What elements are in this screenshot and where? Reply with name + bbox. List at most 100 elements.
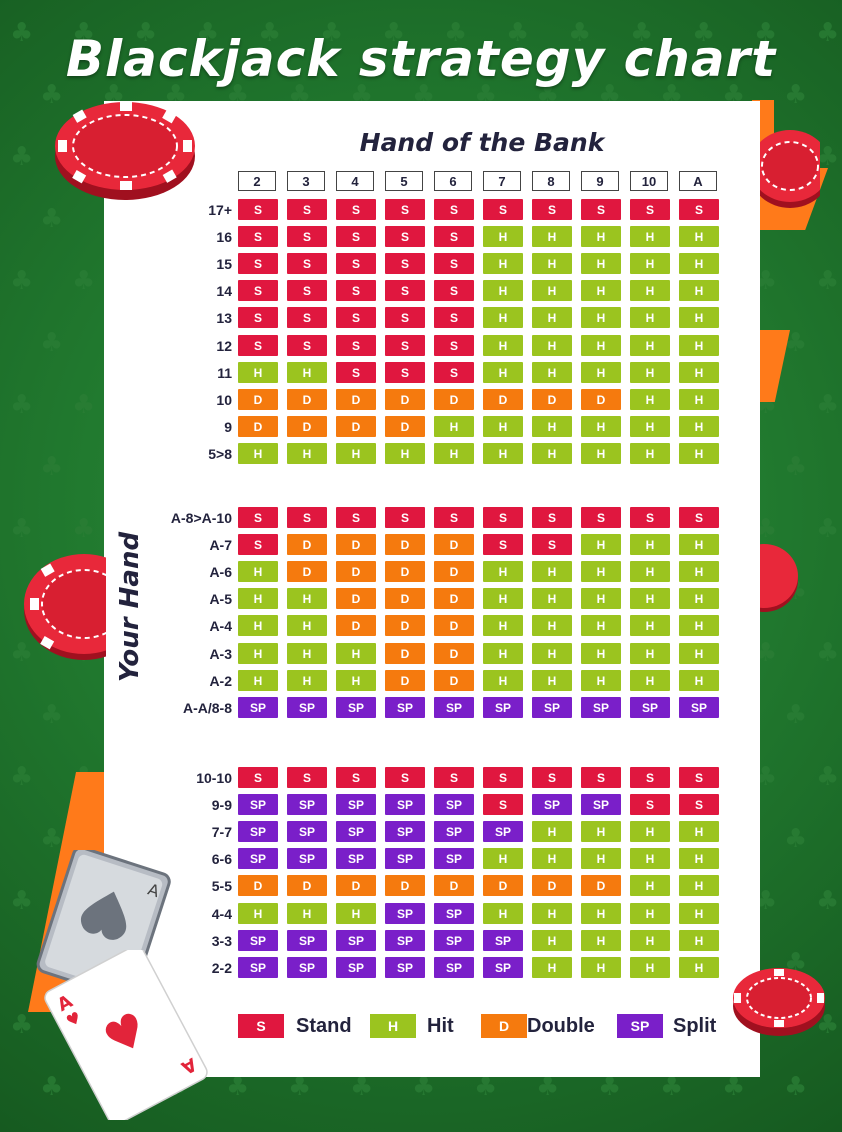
club-suit-icon: ♣ — [10, 390, 34, 420]
club-suit-icon: ♣ — [134, 18, 158, 48]
strategy-cell: H — [679, 643, 719, 664]
club-suit-icon: ♣ — [816, 1010, 840, 1040]
strategy-cell: SP — [336, 848, 376, 869]
strategy-cell: H — [581, 253, 621, 274]
club-suit-icon: ♣ — [816, 18, 840, 48]
strategy-cell: SP — [385, 930, 425, 951]
strategy-cell: SP — [238, 848, 278, 869]
strategy-cell: H — [532, 226, 572, 247]
strategy-cell: H — [679, 226, 719, 247]
strategy-cell: S — [287, 280, 327, 301]
strategy-cell: S — [287, 226, 327, 247]
strategy-cell: SP — [238, 930, 278, 951]
strategy-cell: H — [483, 903, 523, 924]
strategy-cell: SP — [238, 697, 278, 718]
strategy-cell: S — [434, 307, 474, 328]
strategy-cell: SP — [434, 903, 474, 924]
row-label: A-A/8-8 — [182, 699, 232, 716]
strategy-cell: D — [287, 534, 327, 555]
row-label: A-4 — [209, 617, 232, 634]
strategy-cell: H — [679, 615, 719, 636]
club-suit-icon: ♣ — [816, 514, 840, 544]
strategy-cell: H — [679, 821, 719, 842]
strategy-cell: SP — [385, 821, 425, 842]
strategy-cell: H — [581, 930, 621, 951]
strategy-cell: H — [679, 362, 719, 383]
strategy-cell: S — [532, 767, 572, 788]
strategy-cell: D — [385, 561, 425, 582]
strategy-cell: SP — [385, 848, 425, 869]
strategy-cell: D — [336, 561, 376, 582]
strategy-cell: SP — [336, 794, 376, 815]
strategy-cell: H — [679, 335, 719, 356]
club-suit-icon: ♣ — [630, 18, 654, 48]
strategy-cell: S — [385, 199, 425, 220]
strategy-cell: H — [483, 443, 523, 464]
strategy-cell: S — [238, 534, 278, 555]
strategy-cell: S — [630, 199, 670, 220]
strategy-cell: H — [679, 280, 719, 301]
strategy-cell: S — [287, 767, 327, 788]
strategy-cell: S — [434, 280, 474, 301]
club-suit-icon: ♣ — [40, 700, 64, 730]
strategy-cell: D — [336, 416, 376, 437]
row-label: 16 — [216, 228, 232, 245]
strategy-cell: S — [630, 507, 670, 528]
club-suit-icon: ♣ — [382, 18, 406, 48]
strategy-cell: H — [630, 280, 670, 301]
strategy-cell: SP — [532, 697, 572, 718]
club-suit-icon: ♣ — [72, 18, 96, 48]
strategy-cell: S — [679, 794, 719, 815]
strategy-cell: H — [581, 561, 621, 582]
strategy-cell: SP — [630, 697, 670, 718]
club-suit-icon: ♣ — [444, 18, 468, 48]
club-suit-icon: ♣ — [40, 328, 64, 358]
club-suit-icon: ♣ — [568, 18, 592, 48]
strategy-cell: SP — [336, 821, 376, 842]
strategy-cell: SP — [483, 957, 523, 978]
strategy-cell: H — [679, 903, 719, 924]
strategy-cell: SP — [385, 697, 425, 718]
strategy-cell: H — [581, 821, 621, 842]
strategy-cell: H — [630, 307, 670, 328]
club-suit-icon: ♣ — [320, 18, 344, 48]
strategy-cell: H — [581, 643, 621, 664]
strategy-cell: SP — [532, 794, 572, 815]
strategy-cell: H — [483, 335, 523, 356]
strategy-cell: SP — [434, 930, 474, 951]
strategy-cell: H — [630, 362, 670, 383]
poker-chip-icon — [55, 102, 195, 200]
row-label: A-3 — [209, 645, 232, 662]
club-suit-icon: ♣ — [784, 80, 808, 110]
strategy-cell: S — [336, 507, 376, 528]
strategy-cell: S — [532, 199, 572, 220]
strategy-cell: S — [483, 767, 523, 788]
strategy-cell: H — [483, 848, 523, 869]
strategy-cell: H — [581, 443, 621, 464]
club-suit-icon: ♣ — [784, 824, 808, 854]
strategy-cell: H — [238, 362, 278, 383]
page-title: Blackjack strategy chart — [65, 30, 777, 88]
dealer-card-header: 5 — [385, 171, 423, 191]
strategy-cell: SP — [287, 697, 327, 718]
strategy-cell: H — [532, 643, 572, 664]
strategy-cell: SP — [385, 903, 425, 924]
strategy-cell: D — [385, 389, 425, 410]
strategy-cell: S — [287, 307, 327, 328]
strategy-cell: D — [434, 875, 474, 896]
strategy-cell: S — [238, 226, 278, 247]
strategy-cell: S — [532, 507, 572, 528]
strategy-cell: H — [630, 670, 670, 691]
row-label: 3-3 — [211, 932, 232, 949]
strategy-cell: S — [385, 362, 425, 383]
strategy-cell: S — [238, 767, 278, 788]
strategy-cell: D — [385, 416, 425, 437]
strategy-cell: H — [532, 903, 572, 924]
strategy-cell: H — [483, 643, 523, 664]
strategy-cell: H — [532, 335, 572, 356]
strategy-cell: D — [336, 875, 376, 896]
club-suit-icon: ♣ — [816, 390, 840, 420]
strategy-cell: D — [336, 615, 376, 636]
strategy-cell: H — [483, 253, 523, 274]
strategy-cell: H — [630, 643, 670, 664]
